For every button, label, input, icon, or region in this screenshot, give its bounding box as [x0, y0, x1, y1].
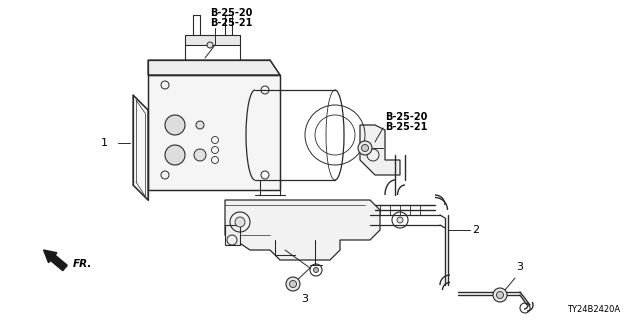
Polygon shape — [225, 200, 380, 260]
Text: 3: 3 — [301, 294, 308, 304]
Circle shape — [207, 42, 213, 48]
Polygon shape — [133, 95, 148, 200]
Circle shape — [194, 149, 206, 161]
Circle shape — [289, 281, 296, 287]
Circle shape — [235, 217, 245, 227]
Circle shape — [196, 121, 204, 129]
Text: FR.: FR. — [73, 259, 92, 269]
Bar — [225, 225, 240, 245]
Text: TY24B2420A: TY24B2420A — [567, 305, 620, 314]
Polygon shape — [148, 60, 280, 75]
Text: B-25-21: B-25-21 — [210, 18, 252, 28]
Circle shape — [362, 145, 369, 151]
Polygon shape — [148, 75, 280, 190]
Text: 1: 1 — [101, 138, 108, 148]
Polygon shape — [360, 125, 400, 175]
Text: 3: 3 — [516, 262, 524, 272]
Text: B-25-21: B-25-21 — [385, 122, 428, 132]
Circle shape — [497, 292, 504, 299]
Bar — [185, 35, 240, 45]
Circle shape — [165, 115, 185, 135]
FancyArrow shape — [44, 250, 67, 271]
Circle shape — [397, 217, 403, 223]
Circle shape — [165, 145, 185, 165]
Circle shape — [286, 277, 300, 291]
Text: 2: 2 — [472, 225, 479, 235]
Text: B-25-20: B-25-20 — [385, 112, 428, 122]
Circle shape — [314, 268, 319, 273]
Text: B-25-20: B-25-20 — [210, 8, 252, 18]
Circle shape — [358, 141, 372, 155]
Circle shape — [493, 288, 507, 302]
